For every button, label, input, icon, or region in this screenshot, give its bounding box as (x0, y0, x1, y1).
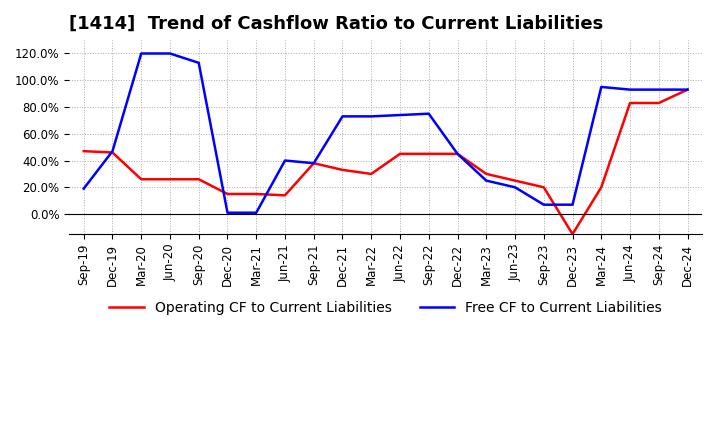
Operating CF to Current Liabilities (424, 151, 433, 157)
Operating CF to Current Liabilities (597, 185, 606, 190)
Free CF to Current Liabilities (510, 185, 519, 190)
Line: Operating CF to Current Liabilities: Operating CF to Current Liabilities (84, 90, 688, 234)
Free CF to Current Liabilities (396, 112, 405, 117)
Free CF to Current Liabilities (424, 111, 433, 116)
Free CF to Current Liabilities (482, 178, 490, 183)
Free CF to Current Liabilities (597, 84, 606, 90)
Free CF to Current Liabilities (654, 87, 663, 92)
Operating CF to Current Liabilities (626, 100, 634, 106)
Free CF to Current Liabilities (539, 202, 548, 207)
Operating CF to Current Liabilities (223, 191, 232, 197)
Operating CF to Current Liabilities (79, 149, 88, 154)
Operating CF to Current Liabilities (137, 176, 145, 182)
Free CF to Current Liabilities (108, 149, 117, 154)
Free CF to Current Liabilities (367, 114, 376, 119)
Legend: Operating CF to Current Liabilities, Free CF to Current Liabilities: Operating CF to Current Liabilities, Fre… (104, 295, 667, 320)
Operating CF to Current Liabilities (194, 176, 203, 182)
Operating CF to Current Liabilities (166, 176, 174, 182)
Line: Free CF to Current Liabilities: Free CF to Current Liabilities (84, 54, 688, 213)
Operating CF to Current Liabilities (510, 178, 519, 183)
Free CF to Current Liabilities (310, 161, 318, 166)
Operating CF to Current Liabilities (310, 161, 318, 166)
Free CF to Current Liabilities (453, 151, 462, 157)
Free CF to Current Liabilities (338, 114, 347, 119)
Text: [1414]  Trend of Cashflow Ratio to Current Liabilities: [1414] Trend of Cashflow Ratio to Curren… (69, 15, 603, 33)
Operating CF to Current Liabilities (252, 191, 261, 197)
Free CF to Current Liabilities (683, 87, 692, 92)
Operating CF to Current Liabilities (482, 171, 490, 176)
Operating CF to Current Liabilities (453, 151, 462, 157)
Free CF to Current Liabilities (137, 51, 145, 56)
Operating CF to Current Liabilities (539, 185, 548, 190)
Operating CF to Current Liabilities (396, 151, 405, 157)
Free CF to Current Liabilities (626, 87, 634, 92)
Operating CF to Current Liabilities (108, 150, 117, 155)
Free CF to Current Liabilities (166, 51, 174, 56)
Free CF to Current Liabilities (281, 158, 289, 163)
Free CF to Current Liabilities (252, 210, 261, 215)
Operating CF to Current Liabilities (367, 171, 376, 176)
Operating CF to Current Liabilities (683, 87, 692, 92)
Operating CF to Current Liabilities (281, 193, 289, 198)
Operating CF to Current Liabilities (338, 167, 347, 172)
Free CF to Current Liabilities (568, 202, 577, 207)
Operating CF to Current Liabilities (568, 231, 577, 237)
Free CF to Current Liabilities (79, 186, 88, 191)
Free CF to Current Liabilities (194, 60, 203, 66)
Operating CF to Current Liabilities (654, 100, 663, 106)
Free CF to Current Liabilities (223, 210, 232, 215)
